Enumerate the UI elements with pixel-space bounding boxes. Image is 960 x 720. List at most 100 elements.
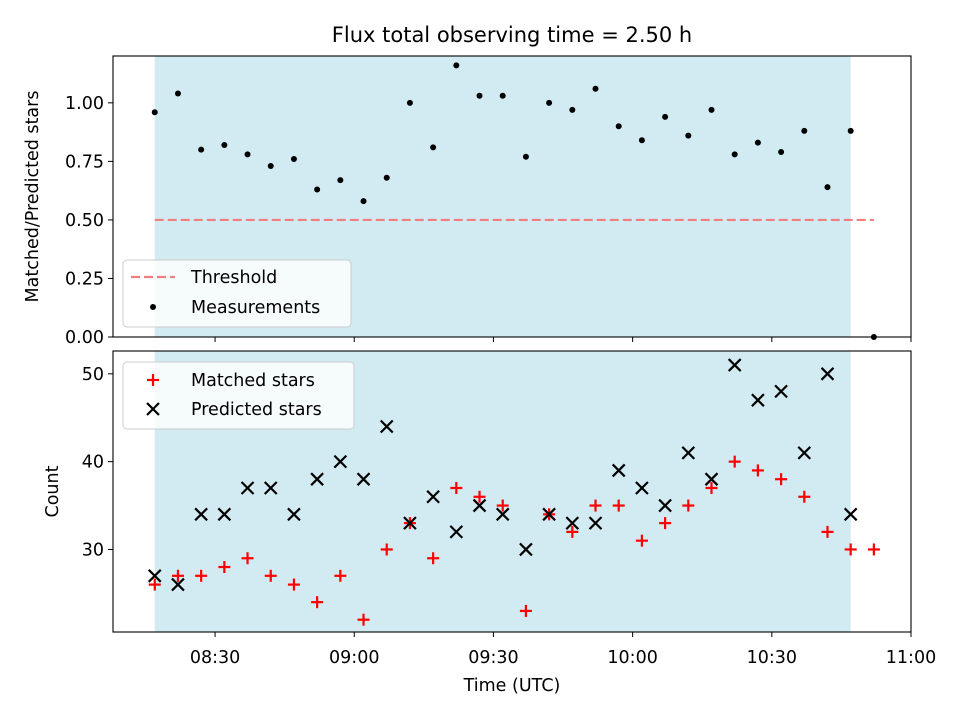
measurement-point xyxy=(430,144,437,151)
x-tick-label: 08:30 xyxy=(190,648,240,668)
bottom-y-axis: 30 40 50 xyxy=(82,365,113,560)
legend-matched-label: Matched stars xyxy=(191,371,315,391)
y-tick-label: 40 xyxy=(82,453,104,473)
y-tick-label: 0.75 xyxy=(65,152,104,172)
x-tick-label: 10:00 xyxy=(607,648,657,668)
bottom-y-axis-label: Count xyxy=(43,465,63,517)
top-panel: 0.00 0.25 0.50 0.75 1.00 Matched/Predicted s… xyxy=(23,55,912,348)
predicted-point xyxy=(751,393,765,407)
x-axis-label: Time (UTC) xyxy=(463,676,561,696)
measurement-point xyxy=(267,163,274,170)
matched-point xyxy=(612,499,625,512)
matched-point xyxy=(519,604,532,617)
predicted-stars-series xyxy=(147,358,858,592)
measurement-point xyxy=(522,153,529,160)
matched-point xyxy=(195,569,208,582)
measurement-point xyxy=(801,127,808,134)
x-tick-label: 11:00 xyxy=(886,648,936,668)
matched-point xyxy=(218,561,231,574)
predicted-point xyxy=(287,507,301,522)
matched-point xyxy=(751,464,764,477)
legend-threshold-label: Threshold xyxy=(190,268,277,288)
measurement-point xyxy=(615,123,622,130)
bottom-x-axis: 08:30 09:00 09:30 10:00 10:30 11:00 xyxy=(190,632,936,668)
measurement-point xyxy=(314,186,321,193)
measurement-point xyxy=(638,137,645,144)
predicted-point xyxy=(704,472,719,486)
predicted-point xyxy=(565,516,580,530)
predicted-point xyxy=(611,463,626,478)
matched-point xyxy=(171,569,184,582)
predicted-point xyxy=(194,507,208,522)
measurement-point xyxy=(198,146,205,153)
bottom-panel: 30 40 50 08:30 09:00 09:30 10:00 10:30 11:00 Co… xyxy=(43,350,936,696)
y-tick-label: 0.00 xyxy=(65,328,104,348)
legend-matched-swatch xyxy=(147,374,159,386)
measurement-point xyxy=(406,99,413,106)
matched-point xyxy=(589,499,602,512)
predicted-point xyxy=(495,507,510,522)
top-y-axis: 0.00 0.25 0.50 0.75 1.00 xyxy=(65,94,113,348)
y-tick-label: 0.25 xyxy=(65,269,104,289)
predicted-point xyxy=(542,507,556,522)
measurement-point xyxy=(383,174,390,181)
bottom-legend-box xyxy=(122,361,355,430)
predicted-point xyxy=(310,472,324,486)
matched-point xyxy=(380,543,393,556)
predicted-point xyxy=(519,542,533,557)
measurement-point xyxy=(592,85,599,92)
bottom-legend: Matched stars Predicted stars xyxy=(122,361,355,430)
matched-point xyxy=(775,473,788,486)
measurement-point xyxy=(221,141,228,148)
measurement-point xyxy=(360,198,367,205)
matched-point xyxy=(705,481,718,494)
predicted-point xyxy=(333,454,348,469)
x-tick-label: 10:30 xyxy=(747,648,797,668)
measurement-point xyxy=(453,62,460,69)
y-tick-label: 50 xyxy=(82,365,104,385)
predicted-point xyxy=(263,481,278,495)
top-plot-frame xyxy=(112,55,912,338)
matched-point xyxy=(334,569,347,582)
y-tick-label: 30 xyxy=(82,540,104,560)
chart-title: Flux total observing time = 2.50 h xyxy=(332,23,692,47)
measurement-point xyxy=(337,177,344,184)
y-tick-label: 0.50 xyxy=(65,211,104,231)
measurement-point xyxy=(499,92,506,99)
measurement-point xyxy=(662,113,669,120)
legend-predicted-label: Predicted stars xyxy=(191,400,322,420)
predicted-point xyxy=(681,446,696,460)
matched-point xyxy=(287,578,300,591)
matched-point xyxy=(241,552,254,565)
measurement-point xyxy=(754,139,761,146)
measurement-point xyxy=(174,90,181,97)
measurement-point xyxy=(546,99,553,106)
matched-point xyxy=(427,552,440,565)
predicted-point xyxy=(635,481,649,495)
predicted-point xyxy=(588,516,603,530)
measurement-point xyxy=(151,109,158,116)
measurement-point xyxy=(244,151,251,158)
top-y-axis-label: Matched/Predicted stars xyxy=(23,91,43,303)
predicted-point xyxy=(426,489,440,504)
measurement-point xyxy=(569,106,576,113)
measurement-point xyxy=(778,149,785,156)
legend-measurements-label: Measurements xyxy=(191,298,320,318)
matched-point xyxy=(798,490,811,503)
matched-point xyxy=(867,543,880,556)
matched-point xyxy=(496,499,509,512)
measurement-point xyxy=(476,92,483,99)
matched-point xyxy=(659,517,672,530)
matched-point xyxy=(844,543,857,556)
measurement-point xyxy=(685,132,692,139)
predicted-point xyxy=(379,419,394,434)
x-tick-label: 09:30 xyxy=(468,648,518,668)
predicted-point xyxy=(820,367,835,381)
measurement-point xyxy=(731,151,738,158)
predicted-point xyxy=(774,384,788,399)
predicted-point xyxy=(727,358,742,372)
predicted-point xyxy=(843,507,858,522)
predicted-point xyxy=(240,481,255,495)
x-tick-label: 09:00 xyxy=(329,648,379,668)
